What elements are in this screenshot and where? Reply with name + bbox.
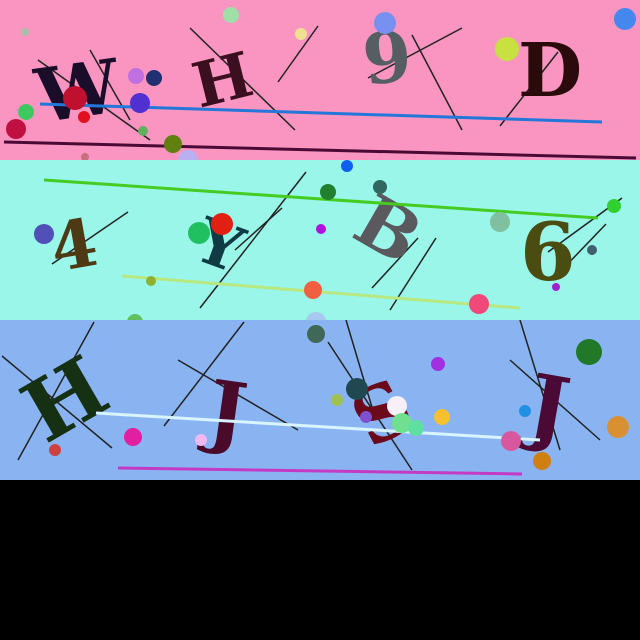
band-2-dots <box>34 160 621 320</box>
band-1-line-b <box>3 140 637 160</box>
captcha-band-3: H J S J <box>0 320 640 480</box>
captcha-band-1: W H 9 D <box>0 0 640 160</box>
band-3-dots <box>49 325 629 470</box>
band-3-noise-lines <box>1 320 601 471</box>
band-3-line-b <box>117 466 523 476</box>
char-2-4: 6 <box>520 205 576 299</box>
band-3-line-a <box>95 411 541 442</box>
band-2-canvas: 4 Y B 6 <box>0 160 640 320</box>
band-1-noise-lines <box>37 25 559 141</box>
band-1-dots <box>6 7 636 160</box>
char-1-4: D <box>518 28 582 114</box>
band-1-canvas: W H 9 D <box>0 0 640 160</box>
band-3-bg <box>0 320 640 480</box>
band-3-canvas: H J S J <box>0 320 640 480</box>
captcha-band-2: 4 Y B 6 <box>0 160 640 320</box>
band-2-line-a <box>43 178 599 220</box>
